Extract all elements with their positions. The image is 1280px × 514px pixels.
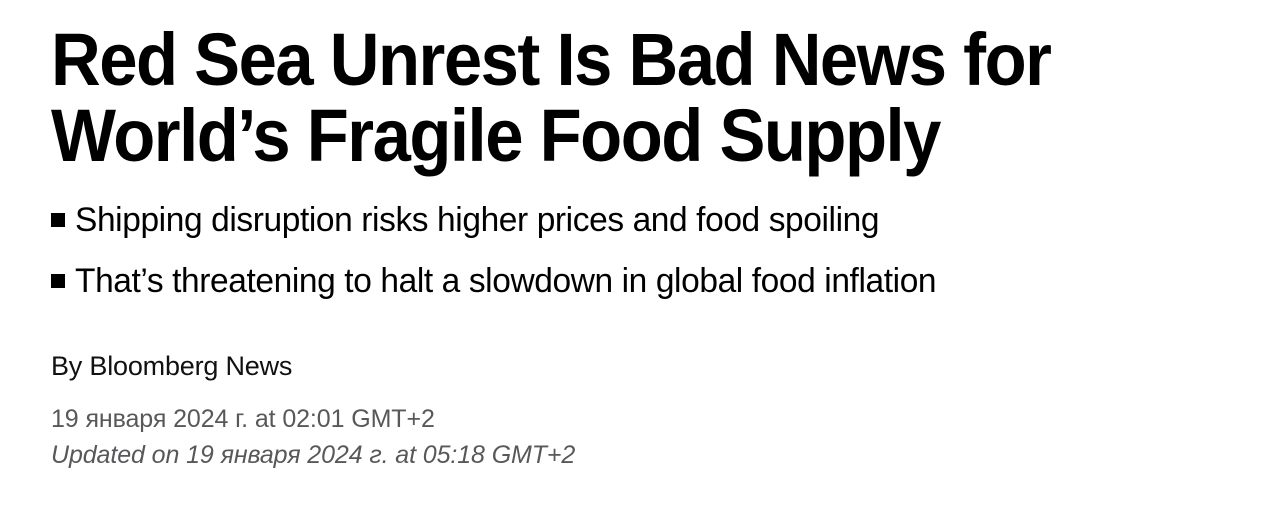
headline-line-1: Red Sea Unrest Is Bad News for (51, 18, 1052, 101)
list-item: Shipping disruption risks higher prices … (51, 200, 1241, 240)
byline[interactable]: By Bloomberg News (51, 351, 293, 381)
article-header: Red Sea Unrest Is Bad News for World’s F… (51, 0, 1241, 470)
bullet-text: Shipping disruption risks higher prices … (75, 201, 880, 239)
bullet-text: That’s threatening to halt a slowdown in… (75, 262, 937, 300)
published-timestamp: 19 января 2024 г. at 02:01 GMT+2 (51, 405, 435, 433)
article-meta: By Bloomberg News 19 января 2024 г. at 0… (51, 301, 1241, 470)
square-bullet-icon (51, 213, 65, 227)
headline-line-2: World’s Fragile Food Supply (51, 94, 941, 177)
list-item: That’s threatening to halt a slowdown in… (51, 261, 1241, 301)
square-bullet-icon (51, 274, 65, 288)
updated-timestamp: Updated on 19 января 2024 г. at 05:18 GM… (51, 441, 576, 469)
page-title: Red Sea Unrest Is Bad News for World’s F… (51, 0, 1158, 174)
summary-bullet-list: Shipping disruption risks higher prices … (51, 174, 1241, 301)
